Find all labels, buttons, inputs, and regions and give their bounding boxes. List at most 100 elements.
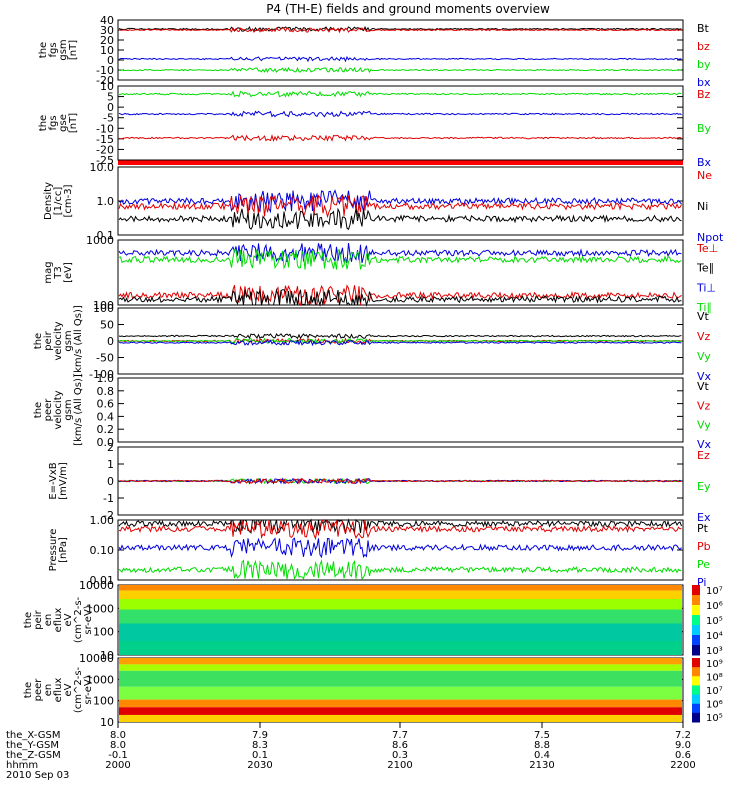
y-label-line: Pressure — [48, 529, 59, 572]
colorbar-swatch — [692, 635, 700, 646]
y-tick-label: -20 — [96, 143, 114, 156]
y-tick-label: 10 — [100, 716, 114, 729]
colorbar-swatch — [692, 676, 700, 686]
series-line-te⊥ — [118, 284, 682, 307]
y-label-line: eflux — [53, 608, 64, 633]
spectrogram-band — [119, 590, 682, 599]
y-label-line: [mV/m] — [58, 462, 69, 500]
legend-entry: Vz — [697, 330, 711, 343]
y-label-line: en — [43, 614, 54, 627]
y-tick-label: -2 — [103, 509, 114, 522]
series-line-bz — [119, 90, 682, 98]
y-label-line: peir — [43, 330, 54, 350]
y-tick-label: 0 — [107, 54, 114, 67]
y-label-line: gsm — [63, 399, 74, 420]
x-tick-value: 2130 — [529, 760, 554, 771]
series-line-pe — [118, 558, 682, 581]
y-axis-label: the peer en eflux eV (cm^2-s-sr-eV) — [23, 666, 94, 713]
legend-entry: Te∥ — [696, 262, 714, 275]
series-line-ni — [118, 207, 682, 231]
panel-5: 100 50 0 -50 -100 the peir velocity gsm [km/s (Al… — [33, 302, 712, 383]
y-label-line: T3 — [53, 266, 64, 279]
y-tick-label: 50 — [100, 319, 114, 332]
y-label-line: gsm — [58, 39, 69, 60]
y-tick-label: -50 — [96, 352, 114, 365]
legend-entry: Ti∥ — [696, 301, 712, 314]
y-axis-label: the fgs gse [nT] — [38, 113, 79, 133]
y-axis-label: Pressure [nPa] — [48, 529, 69, 572]
legend-entry: Pi — [697, 576, 706, 589]
y-tick-label: -15 — [96, 133, 114, 146]
x-tick-value: 8.0 — [110, 730, 126, 741]
colorbar-tick-label: 10⁴ — [706, 631, 723, 642]
y-tick-label: 1 — [107, 458, 114, 471]
legend-entry: Vy — [697, 419, 711, 432]
x-tick-value: 2100 — [387, 760, 412, 771]
y-label-line: gse — [58, 114, 69, 132]
series-line-pi — [118, 537, 682, 559]
legend-entry: Vt — [697, 310, 710, 323]
x-axis-row-label: the_Y-GSM — [6, 740, 59, 751]
series-line-bt — [118, 25, 682, 33]
y-tick-label: 10.0 — [90, 161, 115, 174]
y-tick-label: -10 — [96, 64, 114, 77]
y-tick-label: 0 — [107, 101, 114, 114]
series-line-by — [118, 110, 682, 118]
y-tick-label: -100 — [89, 368, 114, 381]
spectrogram-band — [119, 641, 682, 655]
y-tick-label: 0.2 — [97, 423, 115, 436]
colorbar-tick-label: 10³ — [706, 646, 723, 657]
x-axis-row-label: hhmm — [6, 760, 38, 771]
y-label-line: [km/s (All Qs)] — [73, 374, 84, 446]
x-tick-value: -0.1 — [108, 750, 128, 761]
y-tick-label: 10 — [100, 44, 114, 57]
x-tick-value: 2200 — [670, 760, 695, 771]
y-label-line: the — [23, 612, 34, 628]
colorbar-swatch — [692, 595, 700, 606]
y-tick-label: -25 — [96, 154, 114, 167]
y-tick-label: 100 — [93, 695, 114, 708]
series-line-bx — [118, 66, 682, 74]
y-tick-label: 0.0 — [97, 436, 115, 449]
colorbar-tick-label: 10⁷ — [706, 686, 723, 697]
status-bar — [118, 160, 683, 165]
colorbar-swatch — [692, 685, 700, 696]
colorbar-swatch — [692, 703, 700, 714]
y-label-line: velocity — [53, 321, 64, 360]
legend-entry: bz — [697, 40, 710, 53]
colorbar-swatch — [692, 712, 700, 723]
legend-entry: Ni — [697, 200, 708, 213]
colorbar-swatch — [692, 585, 700, 596]
x-tick-value: 9.0 — [675, 740, 691, 751]
series-line-pb — [118, 518, 682, 541]
legend-entry: Ex — [697, 511, 711, 524]
series-line-by — [118, 55, 682, 63]
legend-entry: Npot — [697, 231, 724, 244]
spectrogram-band — [119, 658, 682, 665]
y-axis-label: the peer velocity gsm [km/s (All Qs)] — [33, 374, 84, 446]
x-tick-value: 2000 — [105, 760, 130, 771]
panel-frame — [117, 239, 684, 306]
x-tick-value: 8.3 — [252, 740, 268, 751]
y-label-line: [1/cc] — [53, 187, 64, 216]
y-label-line: [nT] — [68, 40, 79, 60]
x-tick-value: 0.6 — [675, 750, 691, 761]
x-axis-row-label: the_Z-GSM — [6, 750, 61, 761]
y-tick-label: 10 — [100, 649, 114, 662]
panel-frame — [117, 85, 684, 161]
y-tick-label: 20 — [100, 34, 114, 47]
colorbar-tick-label: 10⁹ — [706, 659, 723, 670]
legend-entry: Bx — [697, 156, 712, 169]
y-tick-label: 1000 — [86, 673, 114, 686]
y-label-line: [cm-3] — [63, 184, 74, 217]
y-label-line: the — [38, 115, 49, 131]
y-tick-label: 10 — [100, 80, 114, 93]
y-axis-label: Density [1/cc] [cm-3] — [43, 182, 74, 220]
y-tick-label: 1.0 — [97, 195, 115, 208]
x-tick-value: 2030 — [247, 760, 272, 771]
y-tick-label: 2 — [107, 441, 114, 454]
y-tick-label: 0.01 — [90, 574, 115, 587]
y-label-line: velocity — [53, 390, 64, 429]
